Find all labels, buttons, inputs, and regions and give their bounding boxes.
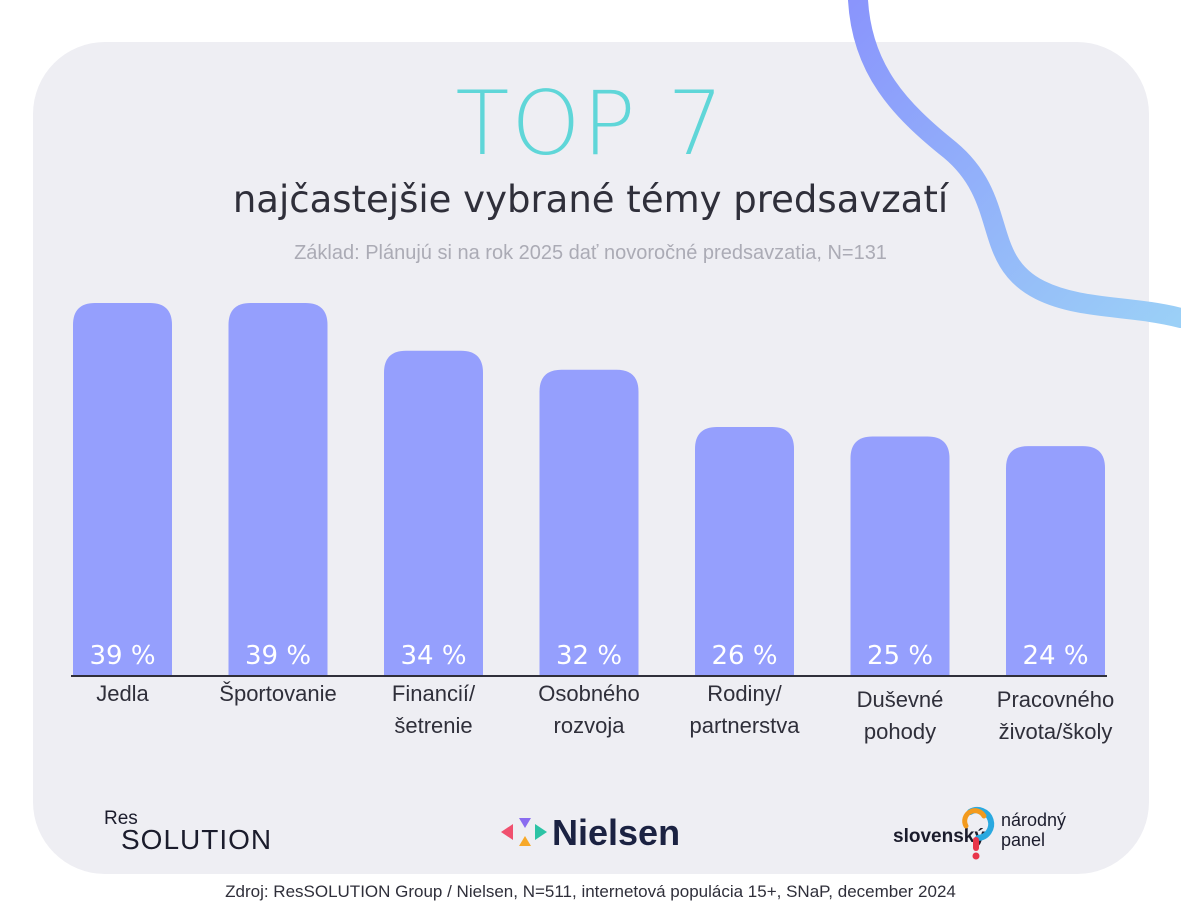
narodny-panel-logo-left: slovenský (893, 826, 985, 847)
bar-value-label-1: 39 % (245, 641, 311, 671)
bar-value-label-5: 25 % (867, 641, 933, 671)
bar-3 (539, 369, 639, 675)
bar-value-label-0: 39 % (89, 641, 155, 671)
bar-value-label-3: 32 % (556, 641, 622, 671)
category-label-4: Rodiny/ partnerstva (689, 681, 800, 738)
ressolution-logo-small: Res (104, 808, 138, 829)
nielsen-logo: Nielsen (552, 812, 681, 853)
bar-value-label-6: 24 % (1022, 641, 1088, 671)
bar-chart: 39 % 39 % 34 % 32 % 26 % 25 % 24 % (71, 303, 1107, 677)
nielsen-mark-icon (501, 818, 547, 846)
narodny-panel-logo-right: národný panel (1001, 810, 1067, 850)
bar-6 (1006, 446, 1105, 675)
bar-1 (228, 303, 328, 675)
bar-value-label-4: 26 % (711, 641, 777, 671)
bar-4 (695, 427, 794, 675)
bar-2 (384, 350, 483, 675)
chart-base-note: Základ: Plánujú si na rok 2025 dať novor… (294, 242, 887, 264)
bar-0 (73, 303, 172, 675)
bar-value-label-2: 34 % (400, 641, 466, 671)
chart-title: TOP 7 (455, 72, 726, 175)
category-label-2: Financií/ šetrenie (391, 681, 476, 738)
bar-5 (850, 436, 950, 675)
ressolution-logo: SOLUTION (121, 824, 273, 855)
category-label-6: Pracovného života/školy (996, 687, 1115, 744)
category-label-0: Jedla (96, 681, 149, 706)
category-label-1: Športovanie (219, 681, 337, 706)
narodny-panel-mark-icon (962, 807, 995, 860)
source-note: Zdroj: ResSOLUTION Group / Nielsen, N=51… (225, 882, 956, 901)
category-label-5: Duševné pohody (856, 687, 944, 744)
category-label-3: Osobného rozvoja (538, 681, 640, 738)
chart-subtitle: najčastejšie vybrané témy predsavzatí (232, 178, 949, 221)
